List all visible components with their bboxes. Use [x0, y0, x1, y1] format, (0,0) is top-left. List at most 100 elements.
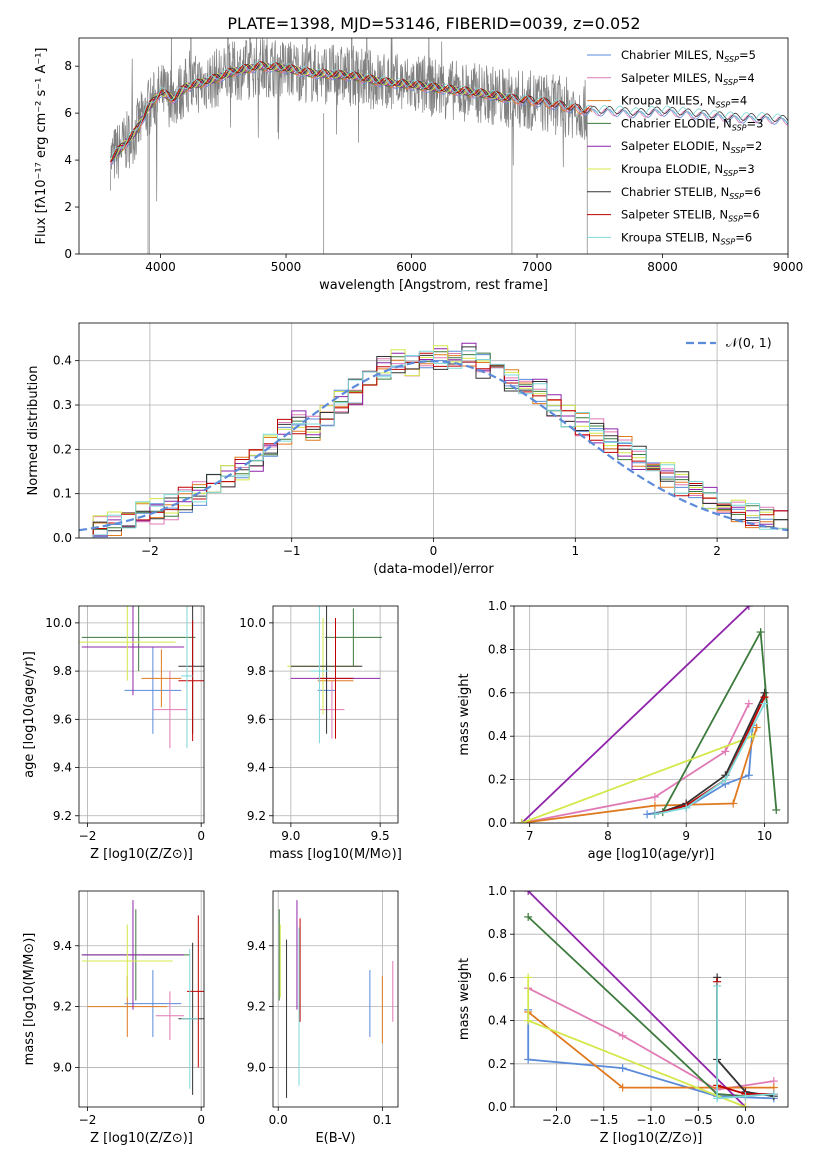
- panel-age-vs-mass: 9.0 9.5 9.2 9.4 9.6 9.8 10.0 mass [log10(M/M⊙)]: [239, 599, 402, 862]
- legend-label-salpeter-miles: Salpeter MILES, NSSP=4: [621, 71, 755, 87]
- x-tick-label: 9: [682, 829, 690, 843]
- x-tick-label: 4000: [145, 260, 176, 274]
- x-axis-label: Z [log10(Z/Z⊙)]: [600, 1131, 703, 1146]
- y-tick-label: 9.4: [247, 761, 266, 775]
- x-tick-label: −0.5: [684, 1113, 713, 1127]
- y-tick-label: 9.0: [247, 1060, 266, 1074]
- y-tick-label: 1.0: [488, 599, 507, 613]
- errorbar-kroupa-stelib: [311, 599, 329, 744]
- axes-frame: [79, 891, 204, 1107]
- weight-line: [663, 632, 777, 812]
- y-tick-label: 4: [64, 153, 72, 167]
- y-tick-label: 0.6: [488, 970, 507, 984]
- panel-residuals: −2 −1 0 1 20.00.10.20.30.4(data-model)/error…: [26, 323, 788, 577]
- legend-suffix: =4: [738, 71, 755, 85]
- x-tick-label: 7000: [522, 260, 553, 274]
- x-tick-label: 0.0: [736, 1113, 755, 1127]
- legend-subscript: SSP: [731, 146, 746, 155]
- legend-label-kroupa-miles: Kroupa MILES, NSSP=4: [621, 94, 747, 110]
- figure-title: PLATE=1398, MJD=53146, FIBERID=0039, z=0…: [227, 14, 640, 33]
- x-tick-label: −1.0: [636, 1113, 665, 1127]
- errorbar-chabrier-elodie: [325, 608, 382, 666]
- weight-line: [522, 704, 749, 823]
- legend-label-chabrier-miles: Chabrier MILES, NSSP=5: [621, 48, 756, 64]
- weight-series-kroupa-elodie: [524, 973, 749, 1111]
- panel-weight-vs-age: 7 8 9 10 0.0 0.2 0.4 0.6 0.8 1.0 age [log10(age/yr…: [457, 599, 788, 862]
- y-tick-label: 0.0: [488, 816, 507, 830]
- x-tick-label: 0: [430, 544, 438, 558]
- x-tick-label: 6000: [396, 260, 427, 274]
- x-axis-label: (data-model)/error: [373, 562, 494, 577]
- x-tick-label: −2: [79, 1113, 97, 1127]
- x-tick-label: 7: [526, 829, 534, 843]
- legend-suffix: =4: [730, 94, 747, 108]
- y-tick-label: 9.4: [53, 761, 72, 775]
- errorbar-kroupa-stelib: [181, 604, 192, 749]
- y-tick-label: 9.6: [247, 712, 266, 726]
- x-axis-label: age [log10(age/yr)]: [588, 847, 715, 862]
- panel-mass-vs-Z: −2 0 9.0 9.2 9.4 Z [log10(Z/Z⊙)] mass [log10(M…: [22, 891, 210, 1146]
- x-tick-label: 8: [604, 829, 612, 843]
- errorbar-chabrier-elodie: [82, 604, 196, 672]
- x-tick-label: 0.1: [373, 1113, 392, 1127]
- axes-frame: [273, 891, 398, 1107]
- y-tick-label: 2: [64, 200, 72, 214]
- panel-age-vs-Z: −2 09.29.49.69.810.0Z [log10(Z/Z⊙)]age [l…: [22, 599, 207, 862]
- axes-frame: [79, 606, 204, 823]
- errorbar-chabrier-stelib: [291, 599, 362, 734]
- legend-text: Chabrier ELODIE, N: [621, 116, 732, 130]
- y-tick-label: 0.8: [488, 642, 507, 656]
- y-tick-label: 0.6: [488, 686, 507, 700]
- x-axis-label: mass [log10(M/M⊙)]: [269, 847, 402, 862]
- y-axis-label: mass weight: [457, 958, 472, 1040]
- x-axis-label: Z [log10(Z/Z⊙)]: [90, 847, 193, 862]
- weight-vs-age-plot-area: [518, 602, 780, 827]
- legend-subscript: SSP: [728, 215, 743, 224]
- y-axis-label: mass weight: [457, 673, 472, 755]
- y-tick-label: 9.2: [53, 809, 72, 823]
- legend-label-chabrier-elodie: Chabrier ELODIE, NSSP=3: [621, 116, 763, 132]
- legend-text: Chabrier MILES, N: [621, 48, 724, 62]
- y-tick-label: 0: [64, 247, 72, 261]
- x-tick-label: −2.0: [542, 1113, 571, 1127]
- x-tick-label: −1.5: [589, 1113, 618, 1127]
- mass-vs-Z-plot-area: [82, 900, 210, 1095]
- errorbar-salpeter-elodie: [82, 900, 184, 1010]
- y-axis-label: mass [log10(M/M⊙)]: [22, 933, 37, 1066]
- age-vs-Z-plot-area: [79, 599, 207, 748]
- legend-text: Salpeter ELODIE, N: [621, 139, 731, 153]
- errorbar-salpeter-stelib: [178, 620, 206, 741]
- x-tick-label: −2: [141, 544, 159, 558]
- y-tick-label: 0.0: [53, 531, 72, 545]
- legend-label-normal: 𝒩(0, 1): [726, 335, 772, 350]
- y-axis-label: age [log10(age/yr)]: [22, 651, 37, 778]
- y-tick-label: 0.2: [488, 773, 507, 787]
- y-tick-label: 9.2: [247, 1000, 266, 1014]
- y-tick-label: 1.0: [488, 884, 507, 898]
- legend-subscript: SSP: [723, 169, 738, 178]
- y-tick-label: 0.1: [53, 487, 72, 501]
- y-tick-label: 0.0: [488, 1100, 507, 1114]
- legend-subscript: SSP: [723, 78, 738, 87]
- y-tick-label: 9.8: [247, 664, 266, 678]
- errorbar-salpeter-miles: [156, 991, 184, 1040]
- weight-series-salpeter-elodie: [524, 887, 749, 1111]
- y-tick-label: 9.0: [53, 1060, 72, 1074]
- x-tick-label: −2: [79, 829, 97, 843]
- legend-label-salpeter-elodie: Salpeter ELODIE, NSSP=2: [621, 139, 762, 155]
- errorbar-kroupa-miles: [142, 649, 182, 707]
- legend-suffix: =3: [738, 162, 755, 176]
- x-tick-label: 0: [197, 1113, 205, 1127]
- y-tick-label: 9.6: [53, 712, 72, 726]
- legend-suffix: =3: [747, 116, 764, 130]
- x-tick-label: 1: [571, 544, 579, 558]
- legend-suffix: =5: [739, 48, 756, 62]
- legend-text: Kroupa MILES, N: [621, 94, 716, 108]
- errorbar-kroupa-elodie: [82, 924, 173, 997]
- y-tick-label: 8: [64, 59, 72, 73]
- x-axis-label: Z [log10(Z/Z⊙)]: [90, 1131, 193, 1146]
- y-tick-label: 0.2: [488, 1057, 507, 1071]
- y-tick-label: 9.8: [53, 664, 72, 678]
- x-tick-label: 9000: [773, 260, 804, 274]
- legend-text: Salpeter STELIB, N: [621, 208, 728, 222]
